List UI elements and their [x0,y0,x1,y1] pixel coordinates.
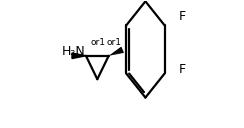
Text: or1: or1 [91,38,106,47]
Polygon shape [72,53,86,58]
Text: H₂N: H₂N [62,45,86,58]
Text: F: F [178,63,185,76]
Text: F: F [178,10,185,23]
Text: or1: or1 [106,38,121,47]
